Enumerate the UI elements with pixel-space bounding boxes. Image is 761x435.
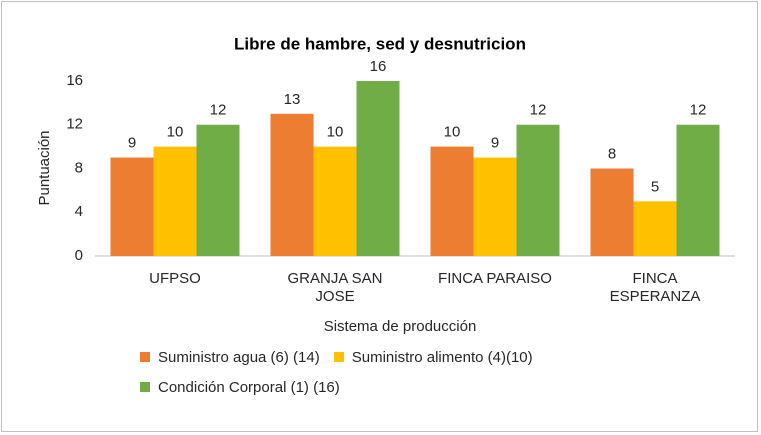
value-label: 16	[370, 58, 387, 75]
value-label: 8	[608, 145, 616, 162]
y-tick-label: 8	[75, 159, 83, 176]
legend-swatch	[140, 382, 150, 392]
x-tick-label: FINCA PARAISO	[438, 270, 552, 287]
y-tick-label: 4	[75, 203, 83, 220]
bar	[516, 124, 560, 256]
legend-label: Suministro agua (6) (14)	[158, 348, 320, 366]
value-label: 10	[327, 124, 344, 141]
chart-title: Libre de hambre, sed y desnutricion	[234, 34, 526, 53]
legend: Suministro agua (6) (14) Suministro alime…	[140, 342, 620, 402]
value-label: 5	[651, 178, 659, 195]
value-label: 13	[284, 91, 301, 108]
y-tick-label: 0	[75, 247, 83, 264]
bar	[473, 157, 517, 256]
value-label: 12	[210, 102, 227, 119]
legend-item: Suministro agua (6) (14)	[140, 342, 320, 372]
value-label: 10	[167, 124, 184, 141]
legend-label: Suministro alimento (4)(10)	[351, 348, 533, 366]
bar	[270, 113, 314, 256]
bar	[356, 81, 400, 256]
x-axis-title: Sistema de producción	[324, 318, 477, 335]
y-tick-label: 16	[66, 72, 83, 89]
legend-label: Condición Corporal (1) (16)	[158, 378, 340, 396]
bar	[153, 146, 197, 256]
value-label: 9	[491, 135, 499, 152]
bar	[110, 157, 154, 256]
value-label: 12	[530, 102, 547, 119]
bar	[633, 201, 677, 256]
y-tick-label: 12	[66, 116, 83, 133]
legend-swatch	[333, 352, 344, 362]
y-axis-title: Puntuación	[36, 130, 53, 205]
bar	[313, 146, 357, 256]
bar	[196, 124, 240, 256]
legend-item: Condición Corporal (1) (16)	[140, 372, 340, 402]
x-tick-label: FINCA ESPERANZA	[609, 270, 701, 305]
bar	[590, 168, 634, 256]
legend-swatch	[140, 352, 150, 362]
legend-item: Suministro alimento (4)(10)	[333, 342, 533, 372]
bar	[676, 124, 720, 256]
x-tick-label: UFPSO	[149, 270, 201, 287]
value-label: 10	[444, 124, 461, 141]
value-label: 9	[128, 135, 136, 152]
x-tick-label: GRANJA SAN JOSE	[287, 270, 383, 305]
bar	[430, 146, 474, 256]
value-label: 12	[690, 102, 707, 119]
